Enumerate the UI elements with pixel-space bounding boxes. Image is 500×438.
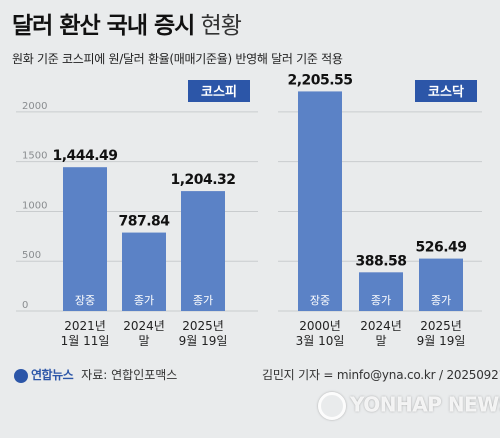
x-category-label: 1월 11일 — [61, 334, 110, 348]
x-category-label: 2024년 — [360, 319, 402, 333]
bar — [63, 167, 107, 311]
series-badge-label: 코스피 — [201, 85, 237, 100]
x-category-label: 2025년 — [420, 319, 462, 333]
series-badge — [415, 80, 477, 102]
y-tick-label: 1500 — [22, 151, 47, 162]
data-label: 2,205.55 — [287, 72, 352, 88]
chart-title: 달러 환산 국내 증시 현황 — [12, 6, 242, 40]
footer-source: 연합뉴스 자료: 연합인포맥스 — [14, 366, 177, 383]
data-label: 1,444.49 — [52, 148, 117, 164]
y-tick-label: 500 — [22, 250, 41, 261]
y-tick-label: 1000 — [22, 200, 47, 211]
bar — [359, 272, 403, 311]
x-category-label: 2021년 — [64, 319, 106, 333]
data-label: 1,204.32 — [170, 172, 235, 188]
footer-credit: 김민지 기자 = minfo@yna.co.kr / 20250921 — [262, 368, 500, 382]
data-label: 388.58 — [355, 253, 406, 269]
bar — [122, 232, 166, 311]
bar — [181, 191, 225, 311]
x-category-label: 2025년 — [182, 319, 224, 333]
x-category-label: 2024년 — [123, 319, 165, 333]
x-category-label: 말 — [375, 334, 386, 348]
series-badge — [188, 80, 250, 102]
x-category-label: 말 — [138, 334, 149, 348]
bar-inner-label: 장중 — [310, 294, 330, 307]
bar-inner-label: 장중 — [75, 294, 95, 307]
logo-text: 연합뉴스 — [31, 368, 74, 382]
data-label: 787.84 — [118, 214, 170, 230]
x-category-label: 2000년 — [299, 319, 341, 333]
bar-inner-label: 종가 — [193, 294, 213, 307]
yonhap-logo-icon — [14, 368, 28, 383]
source-text: 자료: 연합인포맥스 — [81, 368, 178, 382]
x-category-label: 9월 19일 — [179, 334, 228, 348]
watermark: YONHAP NEWS — [318, 392, 500, 420]
bar-inner-label: 종가 — [134, 294, 154, 307]
title-bold: 달러 환산 국내 증시 — [12, 13, 195, 39]
data-label: 526.49 — [415, 240, 466, 256]
bar — [298, 91, 342, 311]
title-light: 현황 — [200, 13, 242, 39]
watermark-logo-icon — [318, 392, 346, 420]
x-category-label: 3월 10일 — [296, 334, 345, 348]
chart-subtitle: 원화 기준 코스피에 원/달러 환율(매매기준율) 반영해 달러 기준 적용 — [12, 52, 343, 66]
bar-inner-label: 종가 — [431, 294, 451, 307]
series-badge-label: 코스닥 — [428, 84, 464, 100]
y-tick-label: 0 — [22, 300, 28, 311]
x-category-label: 9월 19일 — [417, 334, 466, 348]
bar-inner-label: 종가 — [371, 294, 391, 307]
y-tick-label: 2000 — [22, 101, 47, 112]
bar — [419, 258, 463, 311]
watermark-text: YONHAP NEWS — [350, 392, 500, 417]
